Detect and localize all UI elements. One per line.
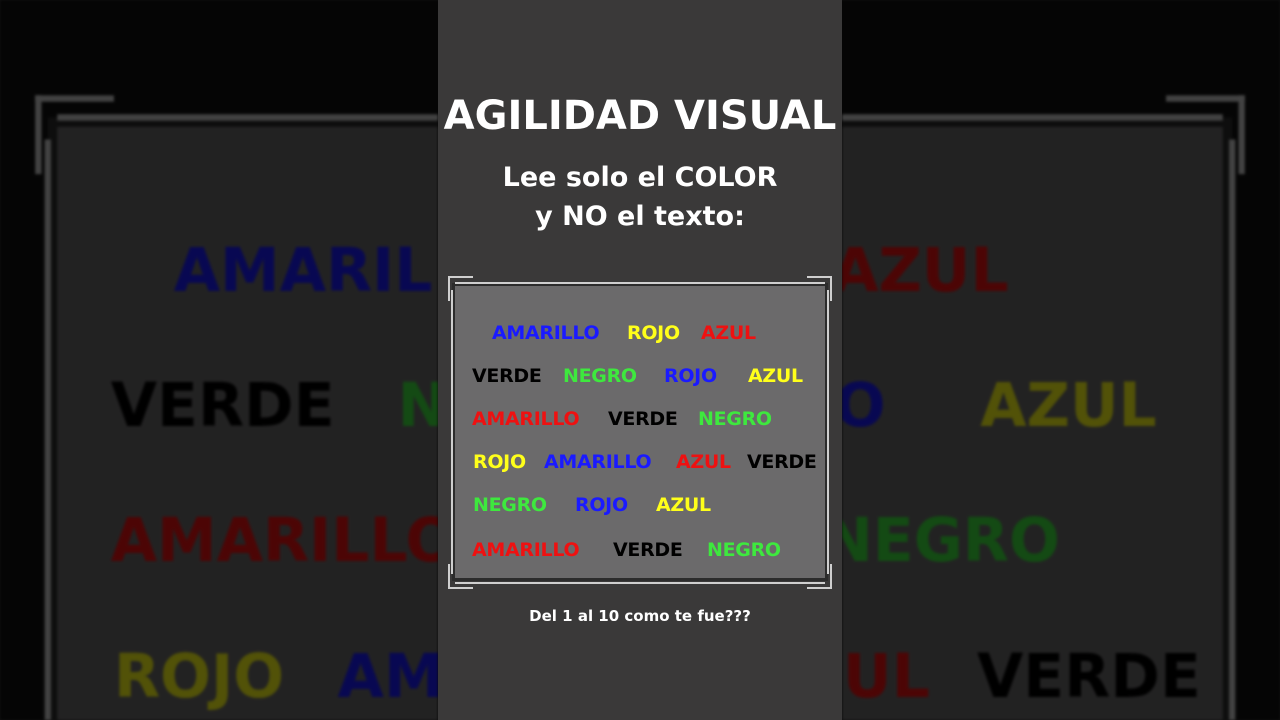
- subtitle-line-2: y NO el texto:: [535, 201, 745, 232]
- color-word: ROJO: [473, 451, 526, 473]
- color-word: VERDE: [613, 539, 683, 561]
- subtitle-line-1: Lee solo el COLOR: [502, 162, 778, 193]
- color-word: AZUL: [676, 451, 731, 473]
- footer-question: Del 1 al 10 como te fue???: [529, 607, 751, 625]
- frame-bracket: [827, 290, 829, 574]
- frame-bracket: [448, 564, 450, 589]
- frame-bracket: [448, 276, 450, 301]
- frame-bracket: [830, 276, 832, 301]
- frame-bracket: [448, 587, 473, 589]
- color-word: ROJO: [575, 494, 628, 516]
- color-word: AZUL: [656, 494, 711, 516]
- frame-bracket: [455, 582, 825, 584]
- frame-bracket: [451, 290, 453, 574]
- frame-bracket: [807, 276, 832, 278]
- color-word: AMARILLO: [544, 451, 652, 473]
- color-word: AMARILLO: [492, 322, 600, 344]
- color-word: NEGRO: [473, 494, 547, 516]
- color-word: VERDE: [608, 408, 678, 430]
- color-word: AZUL: [748, 365, 803, 387]
- color-word: VERDE: [747, 451, 817, 473]
- color-word: VERDE: [472, 365, 542, 387]
- color-word: AZUL: [701, 322, 756, 344]
- frame-bracket: [455, 282, 825, 284]
- color-word: NEGRO: [698, 408, 772, 430]
- frame-bracket: [807, 587, 832, 589]
- color-word: ROJO: [627, 322, 680, 344]
- color-word: ROJO: [664, 365, 717, 387]
- page-title: AGILIDAD VISUAL: [443, 93, 837, 139]
- frame-bracket: [830, 564, 832, 589]
- color-word: AMARILLO: [472, 539, 580, 561]
- color-word: AMARILLO: [472, 408, 580, 430]
- color-word: NEGRO: [707, 539, 781, 561]
- frame-bracket: [448, 276, 473, 278]
- color-word: NEGRO: [563, 365, 637, 387]
- panel-background: [455, 286, 825, 578]
